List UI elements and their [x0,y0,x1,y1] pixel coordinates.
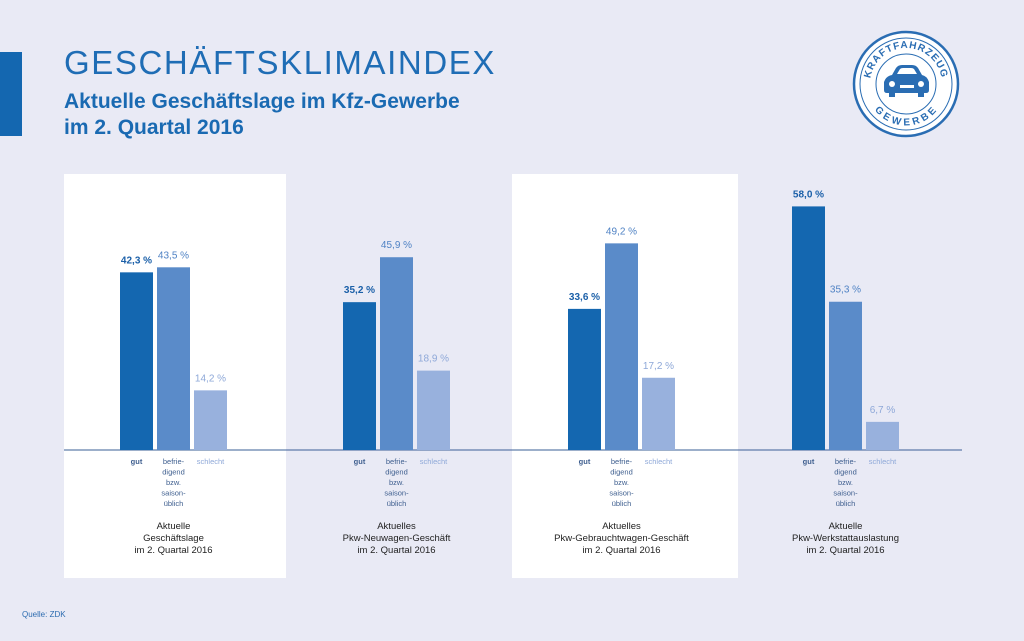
data-label-gut-4: 58,0 % [793,189,824,200]
data-label-gut-3: 33,6 % [569,292,600,303]
chart-caption-1-line-3: im 2. Quartal 2016 [134,545,212,556]
page-subtitle: Aktuelle Geschäftslage im Kfz-Gewerbe im… [64,89,460,141]
tick-label-gut-1-1: gut [131,457,143,466]
chart-caption-3-line-2: Pkw-Gebrauchtwagen-Geschäft [554,533,689,544]
tick-label-befriedigend-2-5: üblich [387,499,407,508]
tick-label-befriedigend-2-1: befrie- [386,457,408,466]
bar-schlecht-3 [642,377,675,450]
chart-caption-4-line-3: im 2. Quartal 2016 [806,545,884,556]
bar-befriedigend-1 [157,267,190,450]
tick-label-befriedigend-2-4: saison- [384,489,409,498]
data-label-befriedigend-3: 49,2 % [606,226,637,237]
tick-label-befriedigend-3-5: üblich [612,499,632,508]
chart-caption-3-line-3: im 2. Quartal 2016 [582,545,660,556]
source-label: Quelle: ZDK [22,610,66,619]
tick-label-schlecht-3-1: schlecht [645,457,673,466]
tick-label-befriedigend-3-1: befrie- [611,457,633,466]
data-label-befriedigend-1: 43,5 % [158,250,189,261]
tick-label-befriedigend-2-2: digend [385,468,408,477]
car-icon [884,65,929,97]
tick-label-schlecht-2-1: schlecht [420,457,448,466]
data-label-schlecht-4: 6,7 % [870,405,896,416]
tick-label-befriedigend-3-3: bzw. [614,478,629,487]
subtitle-line-2: im 2. Quartal 2016 [64,116,244,139]
chart-caption-1-line-2: Geschäftslage [143,533,204,544]
tick-label-schlecht-4-1: schlecht [869,457,897,466]
tick-label-befriedigend-4-2: digend [834,468,857,477]
data-label-schlecht-1: 14,2 % [195,373,226,384]
tick-label-gut-4-1: gut [803,457,815,466]
bar-gut-4 [792,206,825,450]
tick-label-befriedigend-4-5: üblich [836,499,856,508]
chart-caption-2-line-2: Pkw-Neuwagen-Geschäft [343,533,451,544]
tick-label-schlecht-1-1: schlecht [197,457,225,466]
chart-caption-3-line-1: Aktuelles [602,521,641,532]
tick-label-befriedigend-2-3: bzw. [389,478,404,487]
data-label-gut-2: 35,2 % [344,285,375,296]
bar-befriedigend-3 [605,243,638,450]
tick-label-befriedigend-1-3: bzw. [166,478,181,487]
tick-label-gut-2-1: gut [354,457,366,466]
bar-befriedigend-4 [829,301,862,450]
tick-label-befriedigend-4-3: bzw. [838,478,853,487]
data-label-schlecht-3: 17,2 % [643,361,674,372]
data-label-schlecht-2: 18,9 % [418,354,449,365]
tick-label-befriedigend-4-4: saison- [833,489,858,498]
chart-caption-2-line-3: im 2. Quartal 2016 [357,545,435,556]
tick-label-befriedigend-1-4: saison- [161,489,186,498]
tick-label-befriedigend-4-1: befrie- [835,457,857,466]
subtitle-line-1: Aktuelle Geschäftslage im Kfz-Gewerbe [64,90,460,113]
tick-label-befriedigend-3-2: digend [610,468,633,477]
bar-schlecht-1 [194,390,227,450]
data-label-befriedigend-4: 35,3 % [830,285,861,296]
chart-caption-2-line-1: Aktuelles [377,521,416,532]
tick-label-befriedigend-1-2: digend [162,468,185,477]
bar-gut-1 [120,272,153,450]
page-title: GESCHÄFTSKLIMAINDEX [64,44,496,81]
chart-caption-4-line-2: Pkw-Werkstattauslastung [792,533,899,544]
tick-label-befriedigend-1-5: üblich [164,499,184,508]
data-label-gut-1: 42,3 % [121,255,152,266]
chart-caption-1-line-1: Aktuelle [157,521,191,532]
bar-schlecht-2 [417,370,450,450]
bar-schlecht-4 [866,421,899,450]
accent-bar [0,52,22,136]
tick-label-gut-3-1: gut [579,457,591,466]
tick-label-befriedigend-3-4: saison- [609,489,634,498]
bar-befriedigend-2 [380,257,413,450]
tick-label-befriedigend-1-1: befrie- [163,457,185,466]
bar-gut-3 [568,308,601,450]
kfz-gewerbe-logo: KRAFTFAHRZEUG GEWERBE [852,30,960,138]
bar-gut-2 [343,302,376,450]
chart-caption-4-line-1: Aktuelle [829,521,863,532]
data-label-befriedigend-2: 45,9 % [381,240,412,251]
